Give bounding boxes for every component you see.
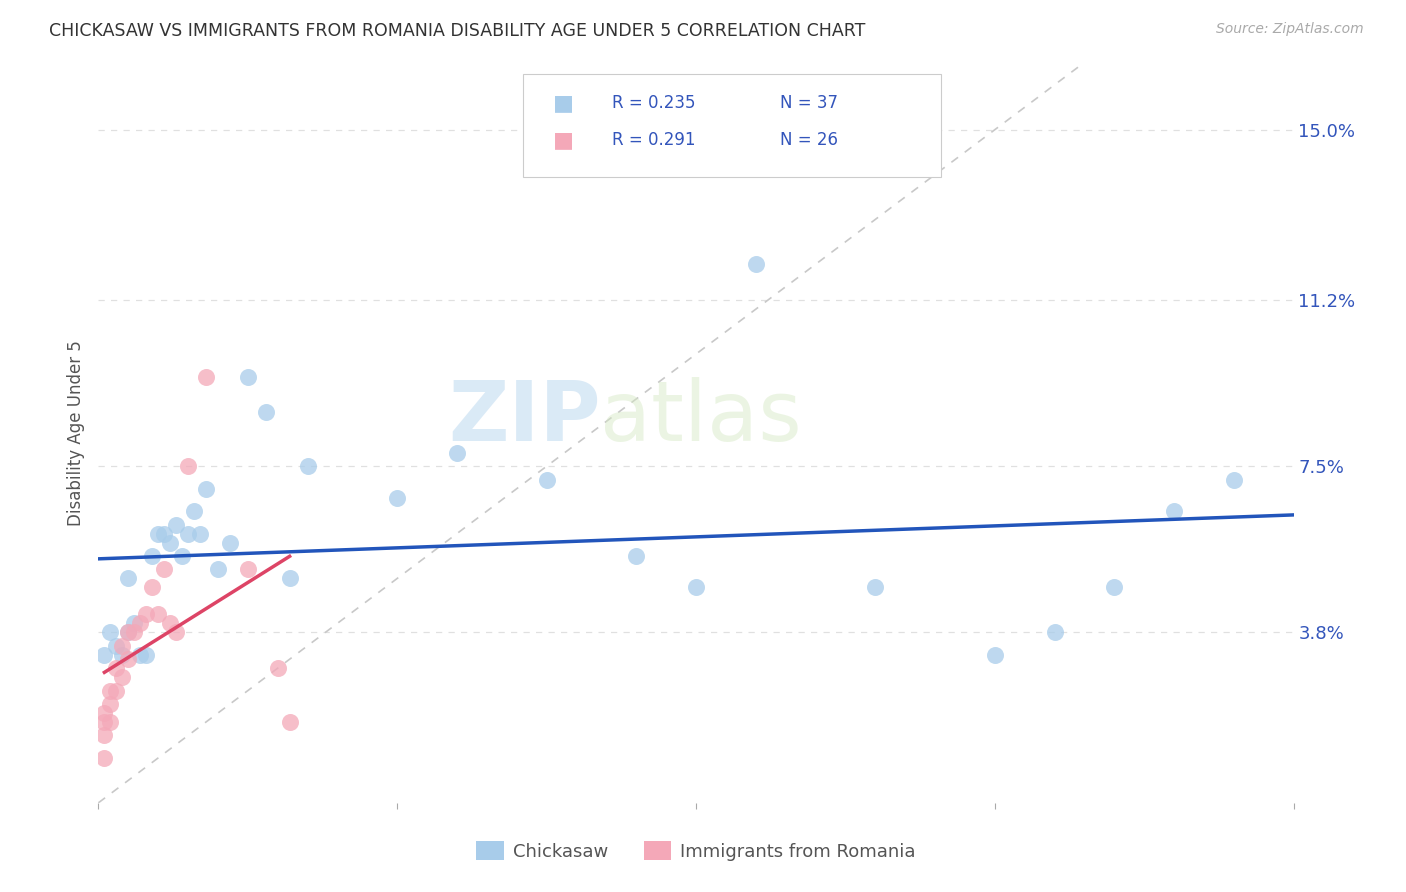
- Point: [111, 639, 134, 653]
- Point: [159, 616, 181, 631]
- Point: [93, 648, 115, 662]
- Point: [177, 526, 200, 541]
- Point: [188, 526, 211, 541]
- Point: [1223, 473, 1246, 487]
- Text: CHICKASAW VS IMMIGRANTS FROM ROMANIA DISABILITY AGE UNDER 5 CORRELATION CHART: CHICKASAW VS IMMIGRANTS FROM ROMANIA DIS…: [49, 22, 866, 40]
- Point: [93, 729, 115, 743]
- Point: [105, 683, 128, 698]
- Point: [685, 581, 707, 595]
- Point: [148, 526, 170, 541]
- Text: R = 0.235: R = 0.235: [613, 95, 696, 112]
- Point: [105, 661, 128, 675]
- Point: [236, 562, 259, 576]
- Text: atlas: atlas: [600, 377, 801, 458]
- Point: [98, 625, 122, 640]
- Text: Source: ZipAtlas.com: Source: ZipAtlas.com: [1216, 22, 1364, 37]
- Point: [105, 639, 128, 653]
- Point: [129, 648, 152, 662]
- Point: [745, 257, 768, 271]
- FancyBboxPatch shape: [523, 73, 941, 178]
- Legend: Chickasaw, Immigrants from Romania: Chickasaw, Immigrants from Romania: [470, 834, 922, 868]
- Point: [111, 670, 134, 684]
- Point: [177, 459, 200, 474]
- Point: [165, 517, 187, 532]
- Text: ■: ■: [553, 130, 574, 150]
- Point: [236, 369, 259, 384]
- Point: [626, 549, 648, 563]
- Point: [124, 625, 146, 640]
- Point: [129, 616, 152, 631]
- Point: [172, 549, 194, 563]
- Point: [93, 751, 115, 765]
- Point: [98, 697, 122, 711]
- Point: [278, 714, 301, 729]
- Point: [135, 648, 157, 662]
- Point: [153, 562, 176, 576]
- Point: [141, 549, 163, 563]
- Point: [219, 535, 242, 549]
- Text: R = 0.291: R = 0.291: [613, 131, 696, 149]
- Text: N = 37: N = 37: [780, 95, 838, 112]
- Point: [536, 473, 558, 487]
- Point: [141, 581, 163, 595]
- Point: [98, 683, 122, 698]
- Point: [124, 616, 146, 631]
- Point: [254, 405, 277, 419]
- Point: [1104, 581, 1126, 595]
- Point: [135, 607, 157, 622]
- Point: [165, 625, 187, 640]
- Point: [385, 491, 409, 505]
- Y-axis label: Disability Age Under 5: Disability Age Under 5: [66, 340, 84, 525]
- Point: [111, 648, 134, 662]
- Point: [267, 661, 290, 675]
- Point: [207, 562, 229, 576]
- Point: [984, 648, 1007, 662]
- Point: [117, 625, 139, 640]
- Point: [865, 581, 887, 595]
- Text: ZIP: ZIP: [449, 377, 600, 458]
- Point: [117, 625, 139, 640]
- Point: [117, 652, 139, 666]
- Point: [159, 535, 181, 549]
- Text: ■: ■: [553, 93, 574, 113]
- Point: [278, 571, 301, 585]
- Point: [183, 504, 205, 518]
- Point: [195, 369, 218, 384]
- Point: [148, 607, 170, 622]
- Point: [117, 571, 139, 585]
- Point: [1163, 504, 1185, 518]
- Text: N = 26: N = 26: [780, 131, 838, 149]
- Point: [446, 446, 468, 460]
- Point: [195, 482, 218, 496]
- Point: [1043, 625, 1066, 640]
- Point: [153, 526, 176, 541]
- Point: [98, 714, 122, 729]
- Point: [93, 706, 115, 720]
- Point: [93, 714, 115, 729]
- Point: [297, 459, 319, 474]
